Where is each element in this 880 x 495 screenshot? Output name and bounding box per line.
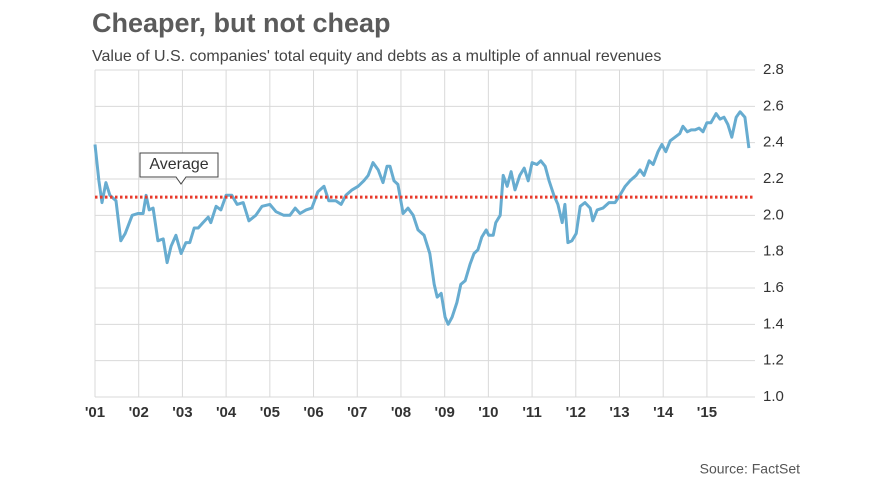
- source: Source: FactSet: [700, 461, 800, 477]
- y-tick-label: 2.0: [763, 206, 784, 223]
- x-tick-label: '11: [522, 404, 541, 421]
- annotation: Average: [139, 152, 219, 185]
- annotation-box: [139, 152, 219, 185]
- x-tick-label: '07: [347, 404, 367, 421]
- x-tick-label: '03: [172, 404, 192, 421]
- annotation-label: Average: [149, 156, 208, 173]
- grid: 1.0 1.2 1.4 1.6 1.8 2.0 2.2 2.4 2.6 2.8 '01 '02 '03 '…: [85, 61, 784, 421]
- y-tick-label: 2.6: [763, 97, 784, 114]
- y-tick-label: 2.8: [763, 61, 784, 78]
- x-tick-label: '13: [609, 404, 629, 421]
- y-tick-label: 1.2: [763, 352, 784, 369]
- x-tick-label: '10: [478, 404, 498, 421]
- x-tick-label: '12: [566, 404, 586, 421]
- x-tick-label: '08: [391, 404, 411, 421]
- y-tick-label: 1.0: [763, 388, 784, 405]
- y-tick-label: 1.8: [763, 243, 784, 260]
- x-tick-label: '06: [303, 404, 323, 421]
- x-tick-label: '15: [697, 404, 717, 421]
- data-line: [93, 110, 751, 326]
- x-tick-label: '02: [129, 404, 149, 421]
- x-tick-label: '09: [435, 404, 455, 421]
- y-tick-label: 1.6: [763, 279, 784, 296]
- marks: [93, 110, 755, 326]
- chart-subtitle: Value of U.S. companies' total equity an…: [92, 48, 661, 65]
- y-tick-label: 1.4: [763, 315, 784, 332]
- x-tick-label: '05: [260, 404, 280, 421]
- chart-title: Cheaper, but not cheap: [92, 8, 391, 38]
- x-tick-label: '01: [85, 404, 105, 421]
- y-tick-label: 2.2: [763, 170, 784, 187]
- x-tick-label: '14: [653, 404, 674, 421]
- x-tick-label: '04: [216, 404, 237, 421]
- y-tick-label: 2.4: [763, 134, 784, 151]
